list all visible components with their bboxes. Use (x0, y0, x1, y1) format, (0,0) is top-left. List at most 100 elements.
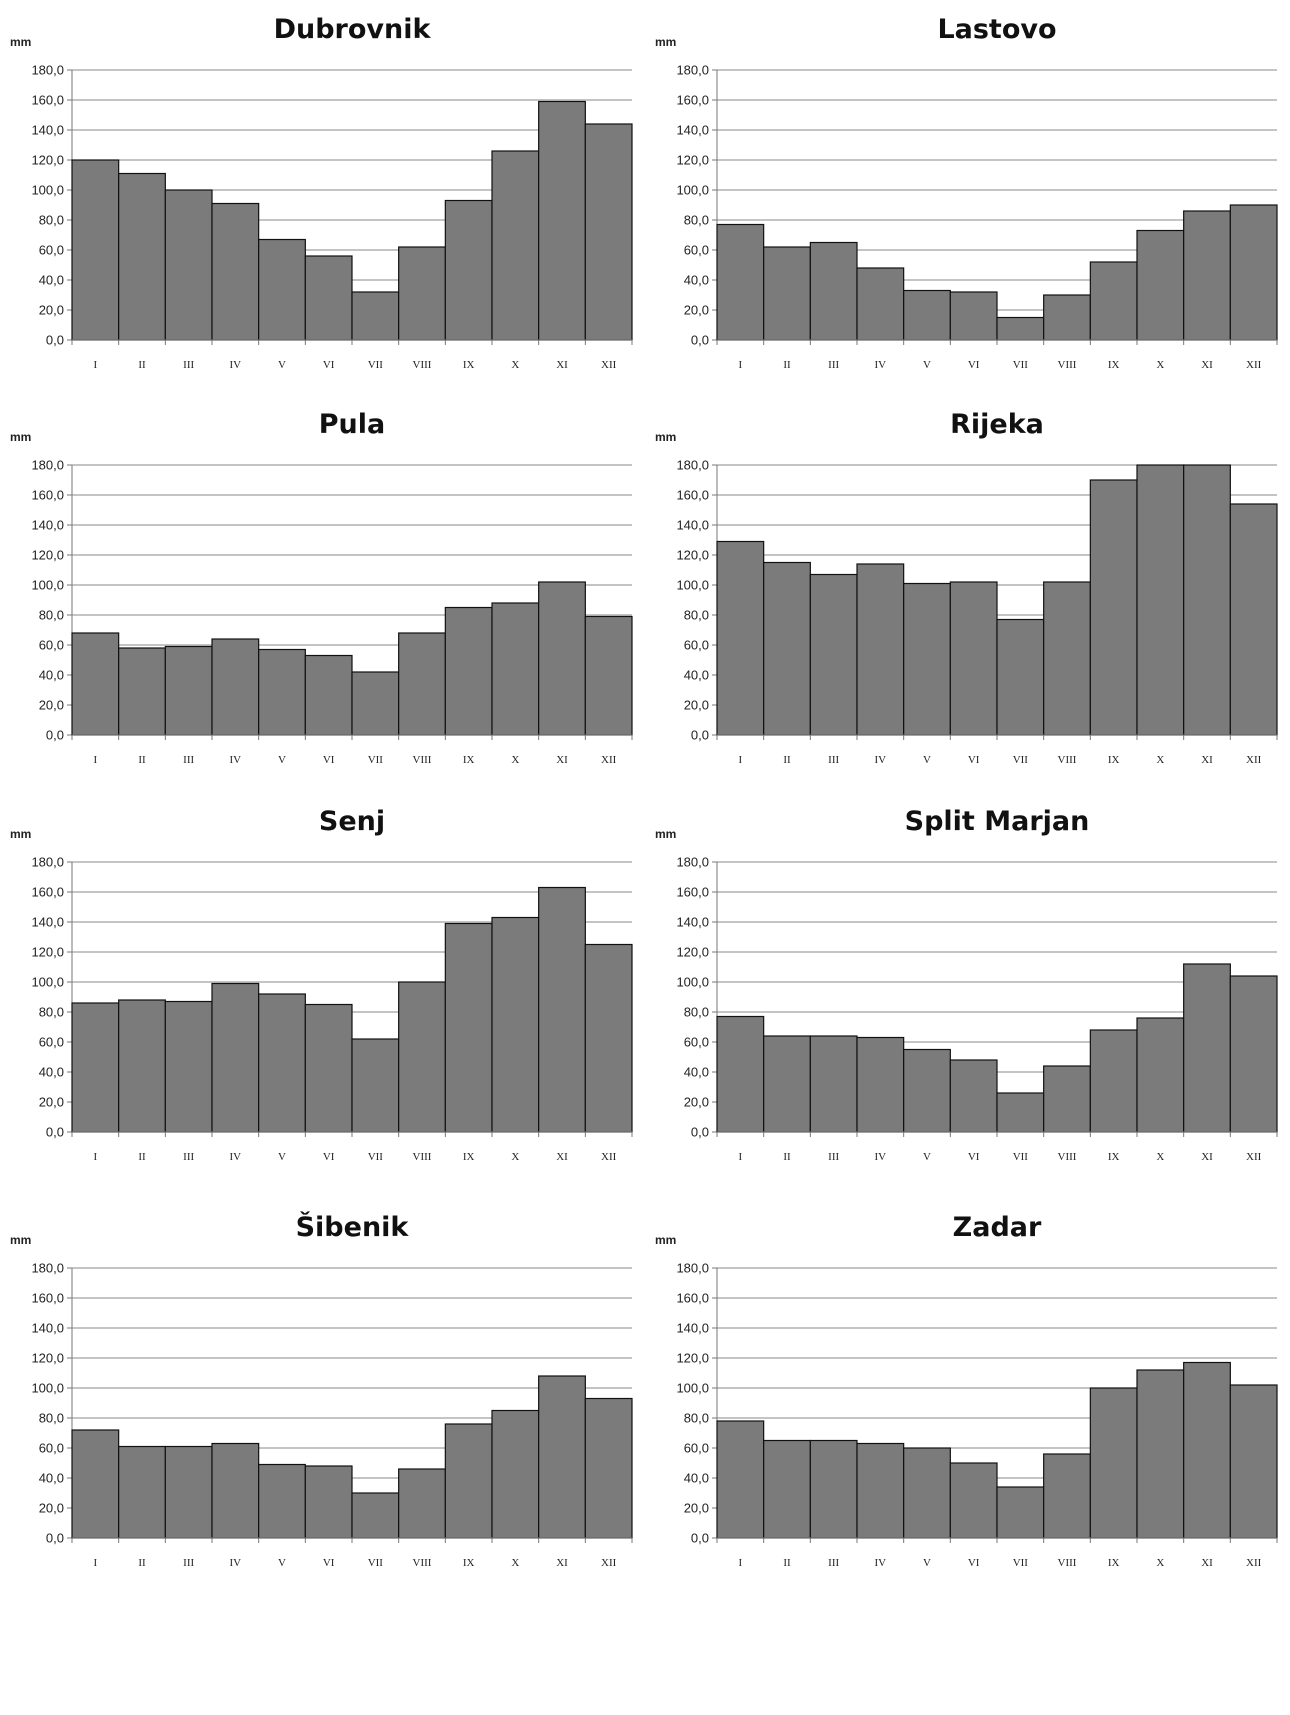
y-axis-unit: mm (10, 827, 31, 841)
x-tick-label: I (738, 754, 742, 766)
chart-svg: Šibenik mm 0,0 20,0 40,0 60,0 80,0 100,0 120,0 14… (10, 1211, 633, 1569)
x-tick-label: XI (1201, 359, 1213, 371)
chart-title: Split Marjan (905, 806, 1090, 837)
y-tick-label: 60,0 (39, 1441, 64, 1456)
bar-IX (1089, 261, 1138, 341)
bar-VIII (1043, 581, 1091, 736)
x-tick-label: III (183, 754, 194, 766)
x-tick-label: VI (968, 1557, 980, 1569)
chart-svg: Senj mm 0,0 20,0 40,0 60,0 80,0 100,0 120,0 140,0… (10, 806, 633, 1163)
bar-V (903, 582, 951, 736)
bar-X (1136, 229, 1185, 341)
x-tick-label: VIII (413, 359, 432, 371)
x-tick-label: VIII (1058, 1557, 1077, 1569)
bar-VII (996, 1486, 1045, 1539)
x-tick-label: III (828, 754, 839, 766)
chart-svg: Zadar mm 0,0 20,0 40,0 60,0 80,0 100,0 120,0 140,… (655, 1212, 1278, 1569)
bar-VIII (398, 246, 446, 341)
x-tick-label: IV (875, 1151, 887, 1163)
bar-V (258, 238, 306, 341)
x-tick-label: XII (601, 1557, 617, 1569)
x-tick-label: XI (1201, 1151, 1213, 1163)
bar-II (763, 246, 811, 341)
x-tick-label: II (783, 1151, 791, 1163)
bar-VII (996, 618, 1045, 736)
y-tick-label: 120,0 (676, 945, 709, 960)
x-tick-label: X (511, 1151, 519, 1163)
y-tick-label: 40,0 (684, 1065, 709, 1080)
chart-title: Rijeka (950, 409, 1044, 440)
bar-XI (538, 581, 586, 736)
y-tick-label: 0,0 (46, 728, 64, 743)
x-tick-label: VI (323, 754, 335, 766)
x-tick-label: X (511, 1557, 519, 1569)
x-tick-label: IV (875, 359, 887, 371)
x-tick-label: XII (1246, 1557, 1262, 1569)
y-tick-label: 60,0 (39, 243, 64, 258)
x-tick-label: XI (1201, 1557, 1213, 1569)
bar-IX (444, 606, 493, 736)
chart-title: Pula (319, 409, 386, 440)
x-tick-label: II (783, 1557, 791, 1569)
chart-title: Šibenik (296, 1211, 410, 1243)
bar-IX (1089, 1387, 1138, 1539)
x-tick-label: VI (323, 359, 335, 371)
y-tick-label: 20,0 (684, 1501, 709, 1516)
bar-VI (304, 1465, 353, 1539)
chart-svg: Lastovo mm 0,0 20,0 40,0 60,0 80,0 100,0 120,0 14… (655, 14, 1278, 371)
y-tick-label: 80,0 (684, 1411, 709, 1426)
bar-XI (538, 100, 586, 341)
bar-II (118, 999, 166, 1133)
bar-IV (211, 982, 260, 1133)
x-tick-label: V (923, 359, 931, 371)
chart-title: Zadar (953, 1212, 1042, 1243)
y-tick-label: 140,0 (676, 518, 709, 533)
y-tick-label: 80,0 (39, 1411, 64, 1426)
bar-XII (1229, 204, 1278, 341)
y-tick-label: 160,0 (676, 488, 709, 503)
x-tick-label: XII (1246, 359, 1262, 371)
x-tick-label: II (138, 1151, 146, 1163)
x-tick-label: VII (1013, 754, 1029, 766)
x-tick-label: XII (1246, 754, 1262, 766)
x-tick-label: I (93, 1151, 97, 1163)
y-tick-label: 120,0 (676, 153, 709, 168)
y-tick-label: 160,0 (31, 885, 64, 900)
x-tick-label: III (183, 1151, 194, 1163)
bar-VI (949, 1059, 998, 1133)
bar-XI (538, 886, 586, 1133)
y-tick-label: 60,0 (684, 638, 709, 653)
bar-II (763, 561, 811, 736)
bar-I (716, 1420, 765, 1539)
x-tick-label: V (923, 1557, 931, 1569)
x-tick-label: X (1156, 1557, 1164, 1569)
x-tick-label: IV (875, 754, 887, 766)
x-tick-label: VI (323, 1151, 335, 1163)
bar-VI (304, 255, 353, 341)
y-tick-label: 20,0 (39, 698, 64, 713)
x-tick-label: IX (1108, 754, 1120, 766)
chart-panel-5: Senj mm 0,0 20,0 40,0 60,0 80,0 100,0 120,0 140,0… (0, 792, 640, 1212)
bar-VIII (398, 1468, 446, 1539)
bar-XII (1229, 503, 1278, 736)
x-tick-label: VI (968, 359, 980, 371)
bar-XII (584, 615, 633, 736)
bar-IV (856, 563, 905, 736)
y-tick-label: 40,0 (39, 668, 64, 683)
bar-IV (856, 1442, 905, 1539)
chart-panel-6: Split Marjan mm 0,0 20,0 40,0 60,0 80,0 100,0 12… (645, 792, 1285, 1212)
bar-III (809, 1439, 858, 1539)
x-tick-label: V (278, 754, 286, 766)
bar-XI (538, 1375, 586, 1539)
bar-III (164, 1445, 213, 1539)
bar-IX (444, 1423, 493, 1539)
bar-I (716, 540, 765, 736)
y-tick-label: 180,0 (31, 458, 64, 473)
bar-VI (949, 291, 998, 341)
bar-I (71, 159, 120, 341)
y-tick-label: 100,0 (31, 1381, 64, 1396)
x-tick-label: V (278, 359, 286, 371)
bar-II (763, 1439, 811, 1539)
y-tick-label: 160,0 (31, 488, 64, 503)
